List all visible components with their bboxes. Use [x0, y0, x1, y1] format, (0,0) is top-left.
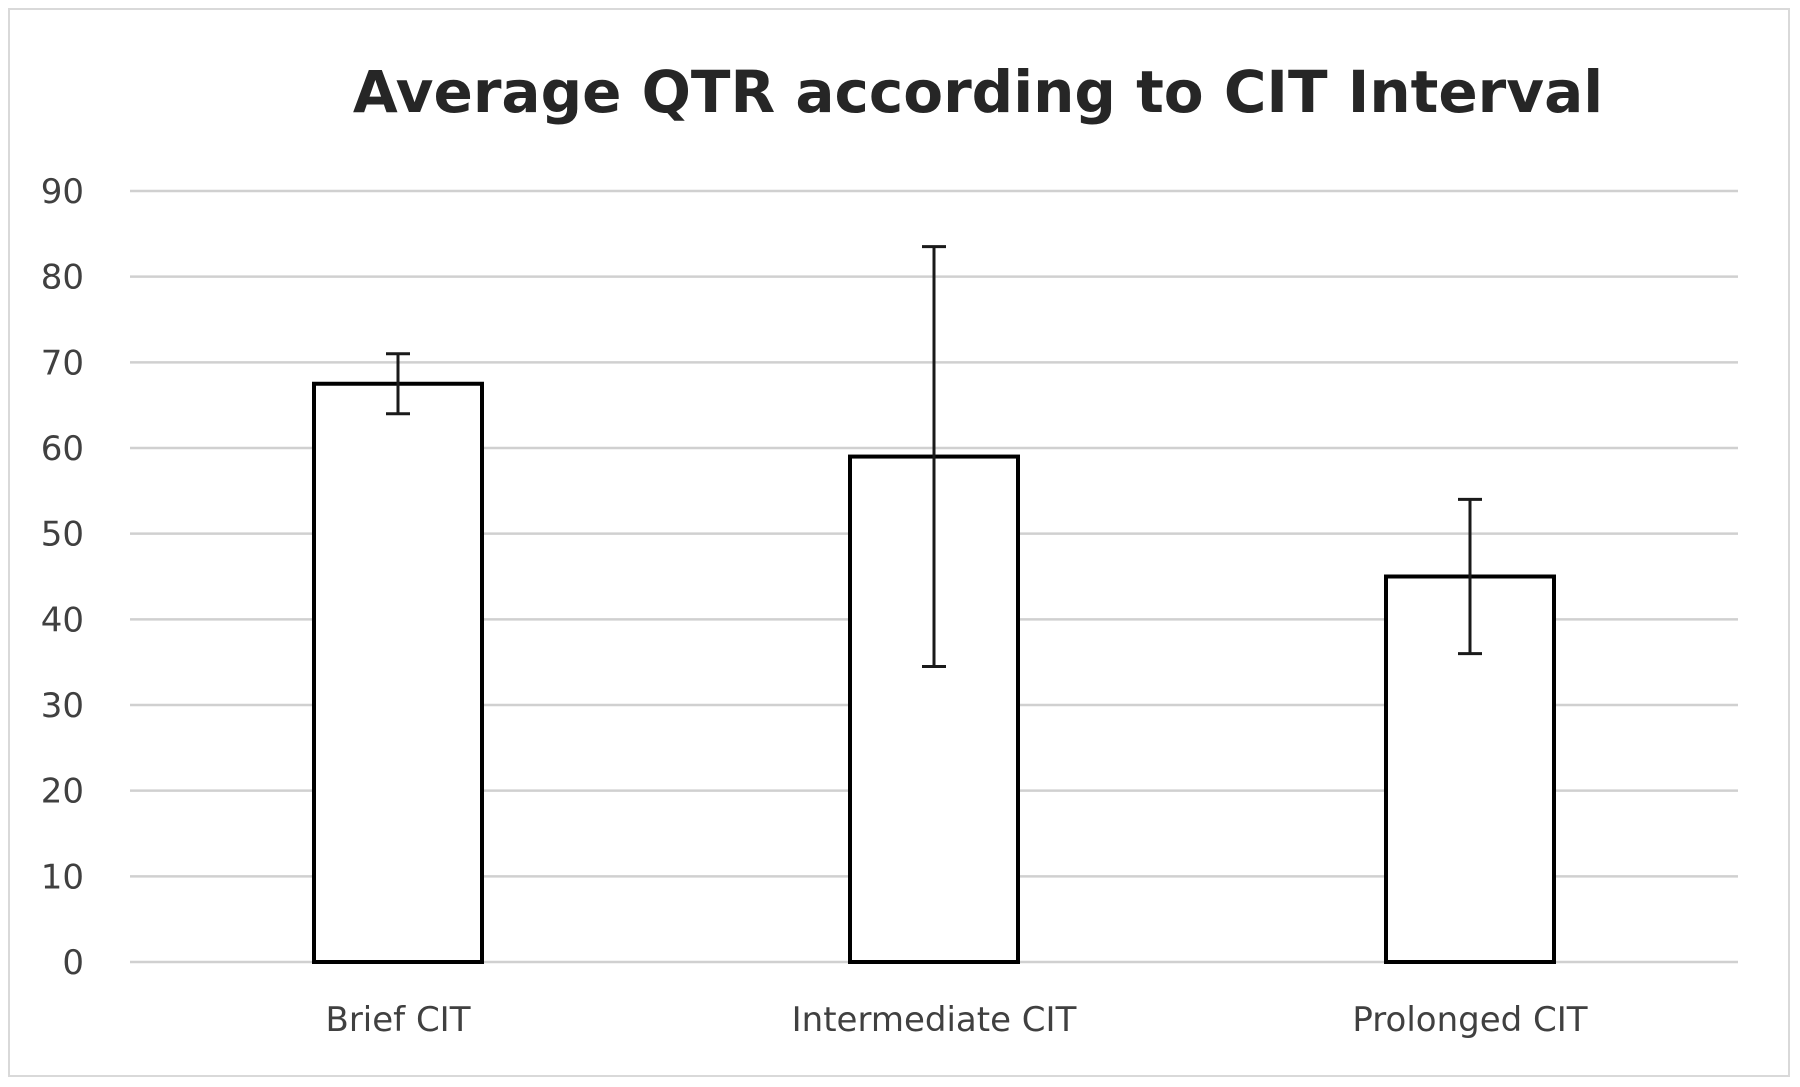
bars: [312, 381, 1556, 964]
error-bar: [386, 352, 410, 416]
y-tick-label: 50: [41, 515, 84, 555]
x-tick-label: Brief CIT: [326, 1000, 471, 1040]
y-tick-label: 90: [41, 172, 84, 212]
x-tick-label: Prolonged CIT: [1352, 1000, 1587, 1040]
y-tick-label: 0: [62, 943, 84, 983]
x-axis-ticks: Brief CIT Intermediate CIT Prolonged CIT: [326, 1000, 1588, 1040]
y-tick-label: 20: [41, 772, 84, 812]
y-tick-label: 40: [41, 600, 84, 640]
error-bars: [386, 245, 1482, 668]
error-bar: [1458, 497, 1482, 656]
error-bar: [922, 245, 946, 668]
bar: [312, 381, 484, 964]
y-tick-label: 70: [41, 343, 84, 383]
y-tick-label: 30: [41, 686, 84, 726]
y-axis-ticks: 0 10 20 30 40 50 60 70 80 90: [41, 172, 84, 983]
y-tick-label: 60: [41, 429, 84, 469]
chart-title: Average QTR according to CIT Interval: [353, 58, 1603, 126]
y-tick-label: 10: [41, 857, 84, 897]
y-tick-label: 80: [41, 258, 84, 298]
bar: [848, 454, 1020, 964]
x-tick-label: Intermediate CIT: [792, 1000, 1077, 1040]
